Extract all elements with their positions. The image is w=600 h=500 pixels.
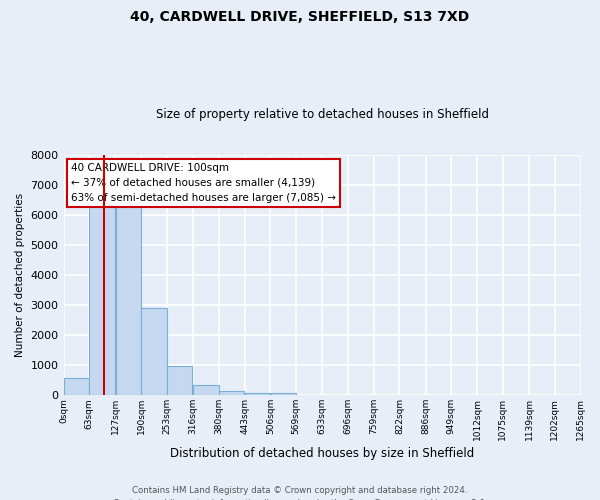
- Bar: [245, 392, 270, 395]
- Bar: [193, 385, 218, 395]
- Bar: [64, 378, 89, 395]
- Text: 40, CARDWELL DRIVE, SHEFFIELD, S13 7XD: 40, CARDWELL DRIVE, SHEFFIELD, S13 7XD: [130, 10, 470, 24]
- Text: Contains HM Land Registry data © Crown copyright and database right 2024.: Contains HM Land Registry data © Crown c…: [132, 486, 468, 495]
- Bar: [116, 202, 141, 395]
- Bar: [219, 390, 244, 395]
- Y-axis label: Number of detached properties: Number of detached properties: [15, 193, 25, 357]
- X-axis label: Distribution of detached houses by size in Sheffield: Distribution of detached houses by size …: [170, 447, 474, 460]
- Bar: [167, 366, 193, 395]
- Title: Size of property relative to detached houses in Sheffield: Size of property relative to detached ho…: [155, 108, 488, 121]
- Bar: [271, 394, 296, 395]
- Text: Contains public sector information licensed under the Open Government Licence v3: Contains public sector information licen…: [113, 498, 487, 500]
- Bar: [89, 202, 115, 395]
- Bar: [142, 308, 167, 395]
- Text: 40 CARDWELL DRIVE: 100sqm
← 37% of detached houses are smaller (4,139)
63% of se: 40 CARDWELL DRIVE: 100sqm ← 37% of detac…: [71, 163, 336, 202]
